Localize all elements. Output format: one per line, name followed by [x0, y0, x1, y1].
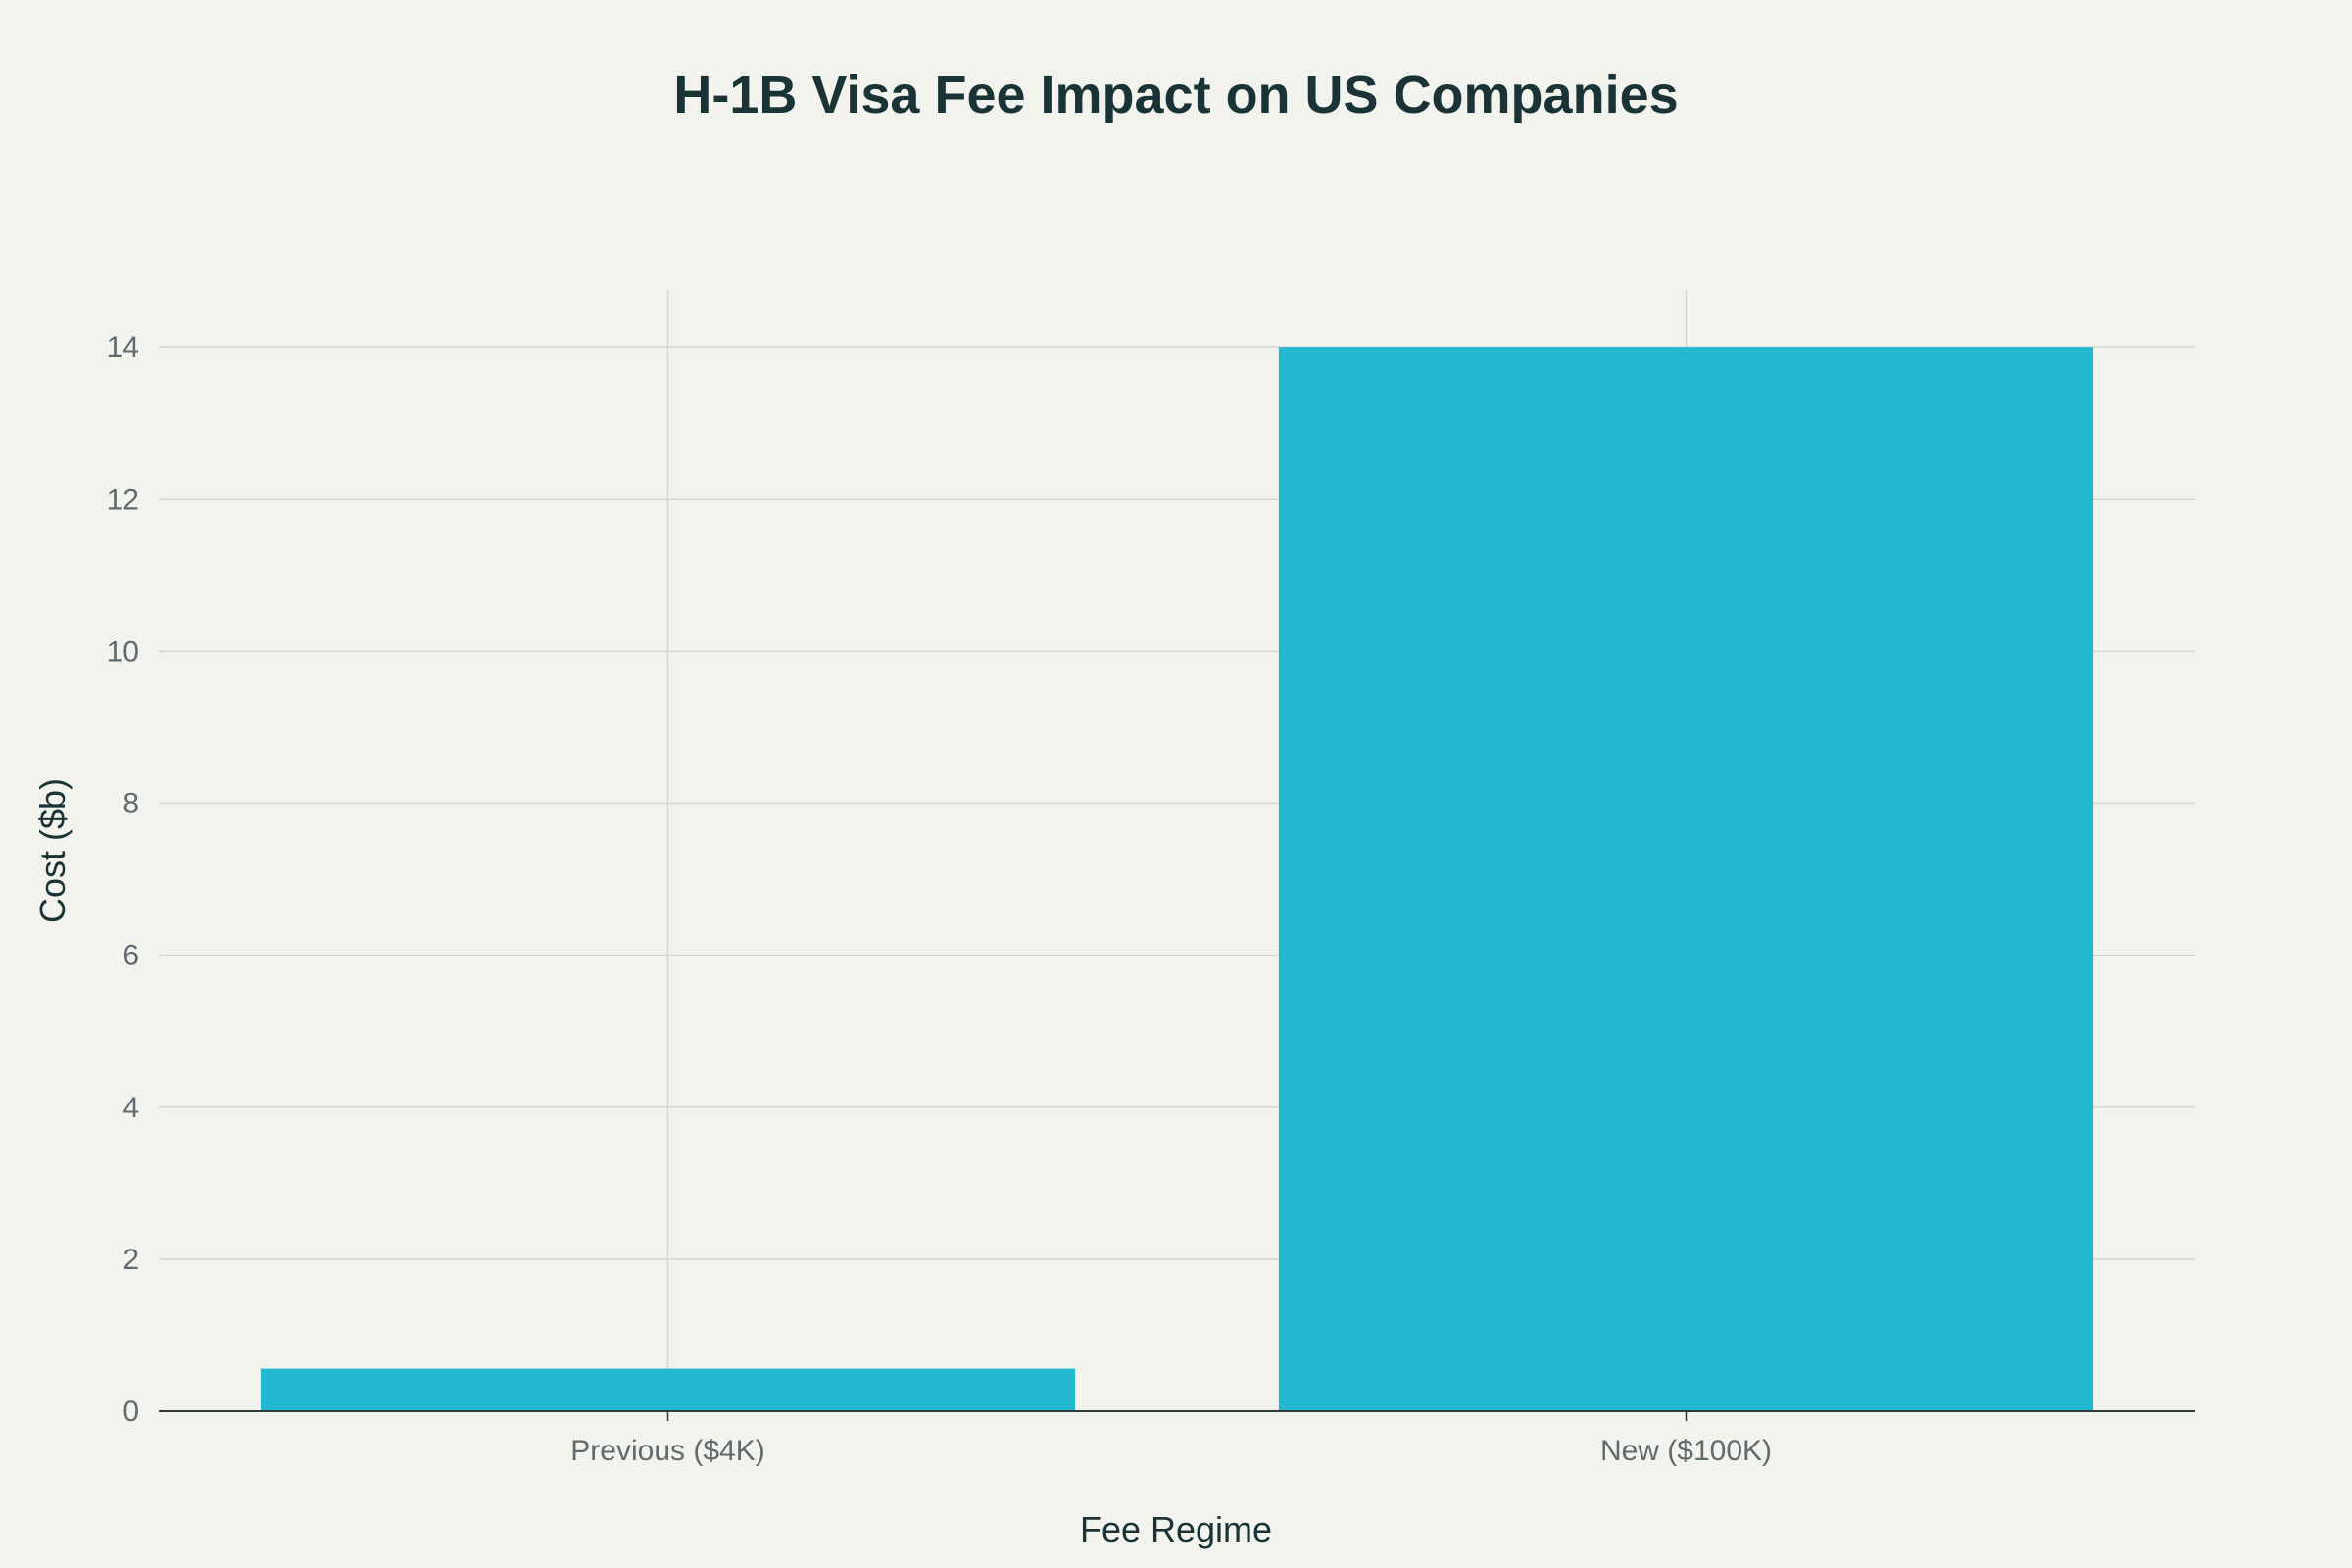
- bars: [260, 347, 2094, 1412]
- y-tick-label: 4: [122, 1092, 139, 1124]
- x-axis-ticks: Previous ($4K) New ($100K): [570, 1411, 1772, 1467]
- y-tick-label: 2: [122, 1244, 139, 1276]
- y-tick-label: 12: [107, 483, 139, 515]
- x-tick-label: Previous ($4K): [570, 1435, 764, 1467]
- chart-title: H-1B Visa Fee Impact on US Companies: [673, 66, 1678, 124]
- y-tick-label: 6: [122, 940, 139, 972]
- y-tick-label: 14: [107, 331, 139, 364]
- x-axis-title: Fee Regime: [1080, 1509, 1272, 1549]
- y-axis-title: Cost ($b): [32, 778, 73, 923]
- bar: [1278, 347, 2094, 1412]
- y-axis-ticks: 0 2 4 6 8 10 12 14: [107, 331, 139, 1428]
- y-tick-label: 0: [122, 1396, 139, 1428]
- x-tick-label: New ($100K): [1600, 1435, 1772, 1467]
- bar: [260, 1368, 1076, 1411]
- y-tick-label: 10: [107, 635, 139, 667]
- y-tick-label: 8: [122, 788, 139, 820]
- gridlines: [159, 290, 2195, 1411]
